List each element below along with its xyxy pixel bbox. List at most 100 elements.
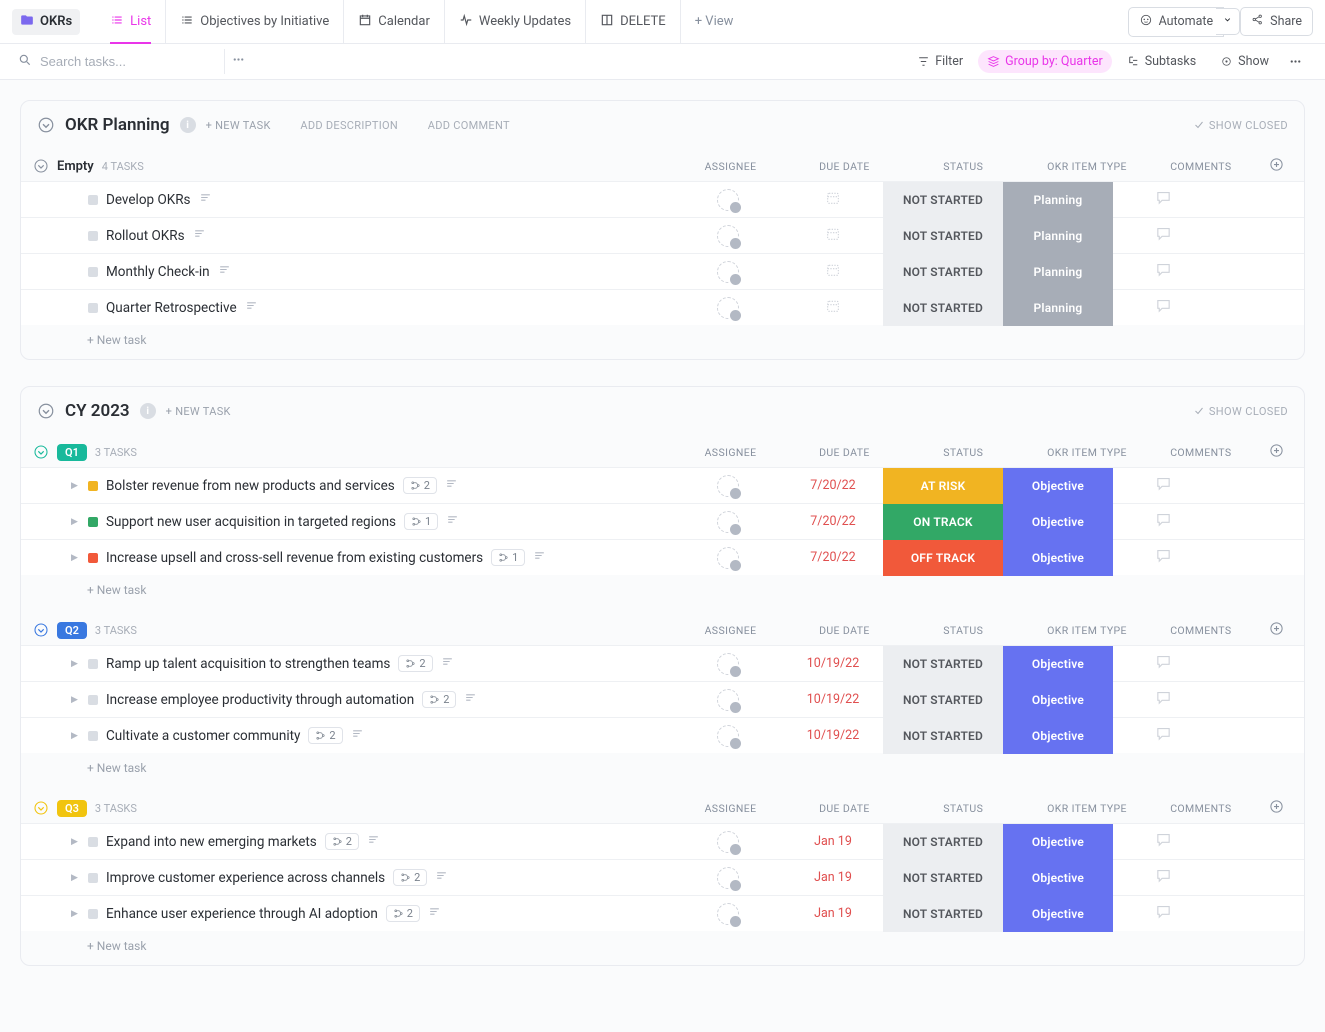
- add-column-button[interactable]: [1260, 157, 1292, 175]
- type-badge[interactable]: Objective: [1003, 896, 1113, 932]
- subtask-count[interactable]: 2: [308, 727, 342, 744]
- task-row[interactable]: Quarter Retrospective NOT STARTED Planni…: [21, 289, 1304, 325]
- section-action[interactable]: + NEW TASK: [166, 405, 231, 418]
- status-square[interactable]: [88, 231, 98, 241]
- assignee-placeholder[interactable]: [717, 725, 739, 747]
- info-icon[interactable]: i: [180, 117, 196, 133]
- subtask-count[interactable]: 1: [404, 513, 438, 530]
- due-date[interactable]: 7/20/22: [810, 514, 855, 529]
- status-badge[interactable]: NOT STARTED: [883, 646, 1003, 682]
- new-task-row[interactable]: + New task: [21, 575, 1304, 607]
- expand-toggle[interactable]: ▶: [71, 731, 80, 741]
- subtask-count[interactable]: 1: [491, 549, 525, 566]
- task-name[interactable]: Enhance user experience through AI adopt…: [106, 906, 378, 922]
- quarter-pill[interactable]: Q2: [57, 622, 87, 639]
- search-more-button[interactable]: [224, 49, 252, 74]
- assignee-placeholder[interactable]: [717, 189, 739, 211]
- group-collapse-toggle[interactable]: [33, 444, 49, 460]
- section-collapse-toggle[interactable]: [37, 116, 55, 134]
- status-square[interactable]: [88, 695, 98, 705]
- description-icon[interactable]: [464, 691, 477, 708]
- subtask-count[interactable]: 2: [403, 477, 437, 494]
- task-row[interactable]: ▶ Cultivate a customer community 2 10/19…: [21, 717, 1304, 753]
- new-task-row[interactable]: + New task: [21, 753, 1304, 785]
- assignee-placeholder[interactable]: [717, 831, 739, 853]
- assignee-placeholder[interactable]: [717, 511, 739, 533]
- type-badge[interactable]: Objective: [1003, 682, 1113, 718]
- comments-button[interactable]: [1155, 297, 1172, 318]
- add-column-button[interactable]: [1260, 799, 1292, 817]
- task-name[interactable]: Increase upsell and cross-sell revenue f…: [106, 550, 483, 566]
- group-label[interactable]: Empty: [57, 159, 94, 174]
- status-square[interactable]: [88, 837, 98, 847]
- task-row[interactable]: ▶ Increase upsell and cross-sell revenue…: [21, 539, 1304, 575]
- expand-toggle[interactable]: ▶: [71, 695, 80, 705]
- type-badge[interactable]: Planning: [1003, 182, 1113, 218]
- task-name[interactable]: Support new user acquisition in targeted…: [106, 514, 396, 530]
- subtask-count[interactable]: 2: [325, 833, 359, 850]
- task-row[interactable]: Develop OKRs NOT STARTED Planning: [21, 181, 1304, 217]
- comments-button[interactable]: [1155, 831, 1172, 852]
- assignee-placeholder[interactable]: [717, 867, 739, 889]
- automate-button[interactable]: Automate: [1128, 7, 1225, 37]
- due-date-placeholder[interactable]: [825, 226, 841, 246]
- comments-button[interactable]: [1155, 189, 1172, 210]
- section-title[interactable]: CY 2023: [65, 401, 130, 421]
- type-badge[interactable]: Objective: [1003, 504, 1113, 540]
- assignee-placeholder[interactable]: [717, 475, 739, 497]
- status-badge[interactable]: NOT STARTED: [883, 682, 1003, 718]
- group-collapse-toggle[interactable]: [33, 622, 49, 638]
- task-name[interactable]: Ramp up talent acquisition to strengthen…: [106, 656, 390, 672]
- add-column-button[interactable]: [1260, 443, 1292, 461]
- new-task-row[interactable]: + New task: [21, 325, 1304, 357]
- description-icon[interactable]: [435, 869, 448, 886]
- tab-objectives[interactable]: Objectives by Initiative: [166, 0, 344, 44]
- quarter-pill[interactable]: Q1: [57, 444, 87, 461]
- section-collapse-toggle[interactable]: [37, 402, 55, 420]
- task-row[interactable]: ▶ Enhance user experience through AI ado…: [21, 895, 1304, 931]
- show-closed-toggle[interactable]: SHOW CLOSED: [1193, 405, 1288, 418]
- section-action[interactable]: ADD COMMENT: [428, 119, 510, 132]
- status-square[interactable]: [88, 303, 98, 313]
- assignee-placeholder[interactable]: [717, 689, 739, 711]
- type-badge[interactable]: Objective: [1003, 646, 1113, 682]
- task-name[interactable]: Monthly Check-in: [106, 264, 210, 280]
- automate-dropdown[interactable]: [1216, 8, 1240, 35]
- subtask-count[interactable]: 2: [422, 691, 456, 708]
- comments-button[interactable]: [1155, 725, 1172, 746]
- status-square[interactable]: [88, 659, 98, 669]
- type-badge[interactable]: Planning: [1003, 218, 1113, 254]
- status-badge[interactable]: NOT STARTED: [883, 218, 1003, 254]
- task-name[interactable]: Expand into new emerging markets: [106, 834, 317, 850]
- due-date[interactable]: 10/19/22: [807, 728, 859, 743]
- status-badge[interactable]: NOT STARTED: [883, 860, 1003, 896]
- task-name[interactable]: Bolster revenue from new products and se…: [106, 478, 395, 494]
- description-icon[interactable]: [446, 513, 459, 530]
- description-icon[interactable]: [245, 299, 258, 316]
- task-row[interactable]: Rollout OKRs NOT STARTED Planning: [21, 217, 1304, 253]
- status-square[interactable]: [88, 731, 98, 741]
- due-date[interactable]: Jan 19: [814, 834, 852, 849]
- task-row[interactable]: ▶ Improve customer experience across cha…: [21, 859, 1304, 895]
- due-date[interactable]: 7/20/22: [810, 478, 855, 493]
- share-button[interactable]: Share: [1240, 7, 1313, 36]
- show-closed-toggle[interactable]: SHOW CLOSED: [1193, 119, 1288, 132]
- description-icon[interactable]: [199, 191, 212, 208]
- comments-button[interactable]: [1155, 547, 1172, 568]
- task-name[interactable]: Increase employee productivity through a…: [106, 692, 414, 708]
- comments-button[interactable]: [1155, 475, 1172, 496]
- tab-delete[interactable]: DELETE: [586, 0, 681, 44]
- info-icon[interactable]: i: [140, 403, 156, 419]
- due-date[interactable]: 10/19/22: [807, 656, 859, 671]
- description-icon[interactable]: [193, 227, 206, 244]
- description-icon[interactable]: [351, 727, 364, 744]
- task-row[interactable]: ▶ Support new user acquisition in target…: [21, 503, 1304, 539]
- assignee-placeholder[interactable]: [717, 297, 739, 319]
- type-badge[interactable]: Objective: [1003, 540, 1113, 576]
- status-square[interactable]: [88, 909, 98, 919]
- comments-button[interactable]: [1155, 689, 1172, 710]
- subtask-count[interactable]: 2: [393, 869, 427, 886]
- assignee-placeholder[interactable]: [717, 547, 739, 569]
- expand-toggle[interactable]: ▶: [71, 659, 80, 669]
- section-action[interactable]: + NEW TASK: [206, 119, 271, 132]
